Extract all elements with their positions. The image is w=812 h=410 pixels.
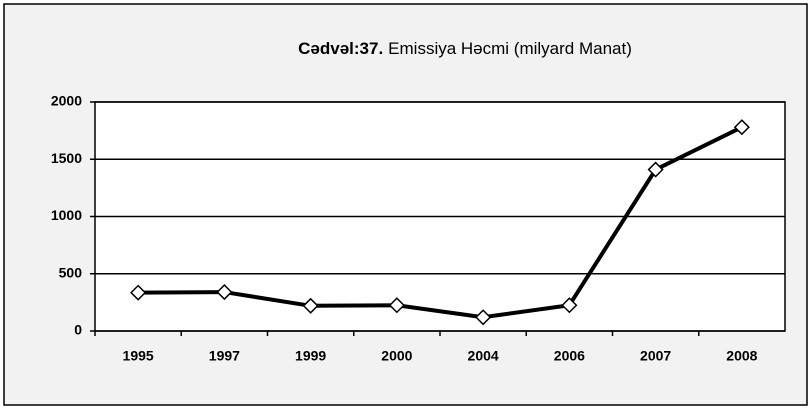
data-marker [475, 309, 492, 326]
title-label: Cədvəl:37. [298, 39, 383, 58]
y-tick-label: 500 [59, 264, 83, 280]
data-marker [647, 161, 664, 178]
title-text: Emissiya Həcmi (milyard Manat) [388, 39, 632, 58]
data-marker [561, 297, 578, 314]
data-marker [733, 119, 750, 136]
x-tick-label: 2008 [726, 348, 757, 364]
x-tick-label: 2006 [554, 348, 585, 364]
y-tick-label: 2000 [51, 93, 82, 109]
x-tick-label: 1997 [209, 348, 240, 364]
y-tick-label: 1000 [51, 207, 82, 223]
y-tick-label: 1500 [51, 150, 82, 166]
chart-title: Cədvəl:37. Emissiya Həcmi (milyard Manat) [298, 39, 632, 58]
data-line [138, 125, 743, 320]
data-marker [216, 284, 233, 301]
y-tick-label: 0 [74, 322, 82, 338]
data-marker [130, 284, 147, 301]
x-tick-label: 1999 [295, 348, 326, 364]
x-tick-label: 2000 [381, 348, 412, 364]
data-marker [388, 297, 405, 314]
x-tick-label: 2004 [468, 348, 499, 364]
x-tick-label: 2007 [640, 348, 671, 364]
data-marker [302, 297, 319, 314]
x-tick-label: 1995 [123, 348, 154, 364]
